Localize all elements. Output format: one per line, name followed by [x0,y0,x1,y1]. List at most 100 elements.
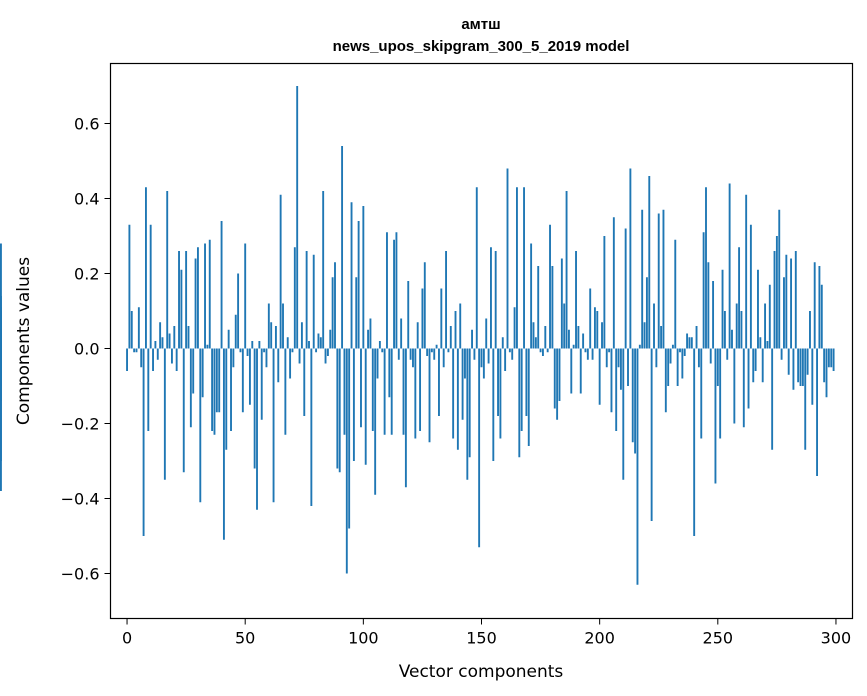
bar [683,348,686,356]
bar [811,348,814,405]
bar [461,348,464,420]
bar [641,209,644,349]
bar [246,348,249,356]
bar [225,348,228,450]
bar [629,168,632,349]
bar [603,236,606,349]
bar [166,191,169,349]
bar [671,344,674,349]
bar [322,191,325,349]
bar [589,288,592,349]
bar [284,348,287,435]
bar [189,348,192,428]
bar [506,168,509,349]
bar [716,348,719,386]
bar [643,322,646,349]
y-tick-label: −0.4 [61,490,100,509]
bar [263,348,266,353]
bar [218,348,221,413]
bar [305,251,308,349]
bar [764,303,767,349]
bar [232,348,235,368]
bar [140,348,143,368]
bar [693,348,696,536]
bar [234,314,237,349]
bar [771,348,774,450]
bar [615,348,618,431]
bar [719,348,722,439]
bar [343,348,346,435]
bar [180,269,183,349]
bar [636,348,639,585]
bar [733,348,736,424]
bar [825,348,828,398]
bar [326,348,329,356]
bar [393,239,396,349]
bar [272,348,275,503]
bar [790,258,793,349]
bar [523,187,525,349]
bar [270,322,273,349]
bar [610,348,613,413]
bar [544,326,547,349]
bar [126,348,128,371]
bar [381,348,384,353]
bar [135,348,138,353]
bar [440,288,443,349]
bar [308,341,310,349]
bar [282,303,284,349]
bar [159,322,162,349]
y-tick-label: 0.2 [74,265,99,284]
bar [617,348,620,368]
bar [695,326,698,349]
bar [331,277,334,349]
x-tick-label: 100 [348,629,379,648]
bar [227,329,230,349]
bar [662,209,665,349]
bar [820,284,823,349]
bar [558,348,561,401]
bar [404,348,407,488]
bar [222,348,225,540]
bar [194,258,197,349]
bar [274,326,277,349]
bar [780,348,783,360]
bar [645,277,648,349]
bar [527,348,530,446]
bar [204,243,206,349]
bar [286,337,289,349]
bar [608,348,611,353]
bar [182,348,185,473]
bar [570,348,573,394]
bar [329,329,332,349]
bar [697,348,700,368]
y-tick-label: −0.6 [61,565,100,584]
bar [357,221,360,349]
bar [386,232,388,349]
bar [390,348,393,435]
bar [237,273,240,349]
bar [438,348,440,416]
bar [419,348,422,431]
bar [279,194,282,349]
bar [445,251,447,349]
bar [792,348,795,390]
bar [350,202,353,349]
bar [423,262,426,349]
bar [312,254,315,349]
bar [395,232,398,349]
bar [383,348,386,435]
bar [303,348,306,416]
x-tick-label: 50 [235,629,255,648]
bar [709,348,712,364]
bar [475,187,478,349]
bar [426,348,429,356]
bar [407,281,410,349]
bar [260,348,263,420]
bar [471,329,473,349]
bar [196,247,199,349]
bar [742,348,745,428]
bar [681,348,684,379]
bar [794,251,797,349]
bar [409,348,412,360]
